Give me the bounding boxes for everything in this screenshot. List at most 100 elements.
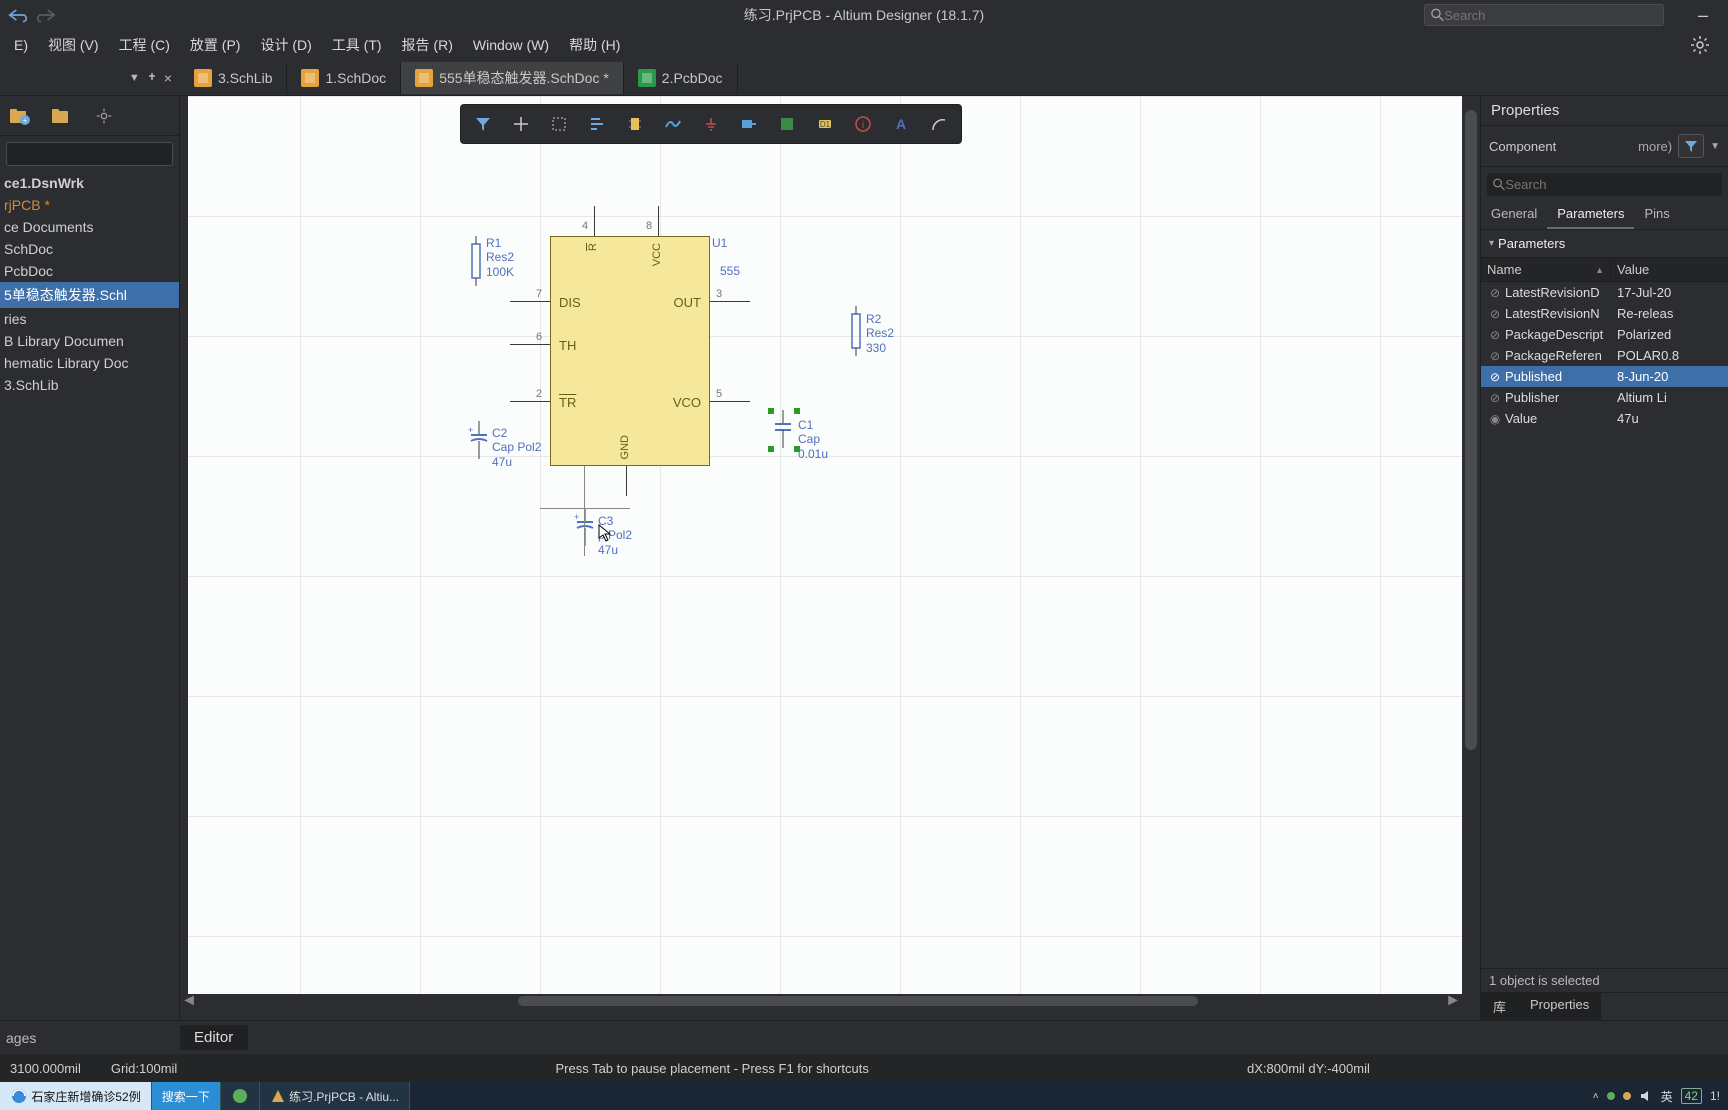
redo-icon[interactable]	[36, 7, 56, 23]
parameter-row[interactable]: ⊘PublisherAltium Li	[1481, 387, 1728, 408]
tree-node[interactable]: 5单稳态触发器.Schl	[0, 282, 179, 308]
global-search[interactable]	[1424, 4, 1664, 26]
tab-properties[interactable]: Properties	[1518, 993, 1601, 1020]
visibility-icon[interactable]: ⊘	[1485, 349, 1505, 363]
selection-handle[interactable]	[768, 408, 774, 414]
tree-node[interactable]: PcbDoc	[0, 260, 179, 282]
menu-tools[interactable]: 工具 (T)	[322, 31, 392, 59]
taskbar-browser[interactable]	[221, 1082, 260, 1110]
visibility-icon[interactable]: ⊘	[1485, 370, 1505, 384]
taskbar-altium[interactable]: 练习.PrjPCB - Altiu...	[260, 1082, 410, 1110]
panel-pin-icon[interactable]	[146, 72, 158, 84]
menu-project[interactable]: 工程 (C)	[109, 31, 180, 59]
wire-icon[interactable]	[655, 109, 691, 139]
arc-icon[interactable]	[921, 109, 957, 139]
tree-node[interactable]: hematic Library Doc	[0, 352, 179, 374]
component-u1[interactable]: DIS TH TR OUT VCO R VCC GND	[550, 236, 710, 466]
properties-search-input[interactable]	[1505, 177, 1716, 192]
messages-tab[interactable]: ages	[0, 1030, 180, 1046]
move-icon[interactable]	[503, 109, 539, 139]
netlabel-icon[interactable]	[731, 109, 767, 139]
visibility-icon[interactable]: ⊘	[1485, 391, 1505, 405]
open-project-icon[interactable]	[50, 104, 74, 128]
tree-node[interactable]: 3.SchLib	[0, 374, 179, 396]
tab-pins[interactable]: Pins	[1634, 200, 1679, 229]
project-settings-icon[interactable]	[92, 104, 116, 128]
text-icon[interactable]: A	[883, 109, 919, 139]
vertical-scrollbar[interactable]	[1462, 96, 1480, 994]
panel-dropdown-icon[interactable]: ▼	[129, 72, 140, 84]
menu-report[interactable]: 报告 (R)	[392, 31, 463, 59]
tray-volume-icon[interactable]	[1639, 1089, 1653, 1103]
minimize-button[interactable]: –	[1698, 5, 1708, 26]
parameters-section[interactable]: Parameters	[1481, 230, 1728, 257]
panel-close-icon[interactable]: ×	[164, 70, 172, 86]
menu-place[interactable]: 放置 (P)	[180, 31, 251, 59]
settings-icon[interactable]	[1690, 35, 1710, 55]
menu-design[interactable]: 设计 (D)	[250, 31, 321, 59]
component-c3-placing[interactable]: +	[572, 508, 598, 548]
tray-ime[interactable]: 英	[1661, 1088, 1673, 1105]
parameter-row[interactable]: ⊘PackageReferenPOLAR0.8	[1481, 345, 1728, 366]
menu-window[interactable]: Window (W)	[463, 33, 559, 57]
selection-handle[interactable]	[794, 408, 800, 414]
parameter-row[interactable]: ⊘LatestRevisionNRe-releas	[1481, 303, 1728, 324]
visibility-icon[interactable]: ⊘	[1485, 307, 1505, 321]
visibility-icon[interactable]: ◉	[1485, 412, 1505, 426]
col-value[interactable]: Value	[1611, 258, 1728, 281]
filter-toggle-icon[interactable]	[1678, 134, 1704, 158]
tab-library[interactable]: 库	[1481, 993, 1518, 1020]
global-search-input[interactable]	[1444, 8, 1657, 23]
doc-tab[interactable]: 555单稳态触发器.SchDoc *	[401, 62, 624, 94]
sheet-icon[interactable]	[769, 109, 805, 139]
component-r1[interactable]	[466, 236, 486, 286]
parameter-row[interactable]: ◉Value47u	[1481, 408, 1728, 429]
parameter-row[interactable]: ⊘PackageDescriptPolarized	[1481, 324, 1728, 345]
selection-handle[interactable]	[768, 446, 774, 452]
tree-node[interactable]: ce Documents	[0, 216, 179, 238]
component-c2[interactable]: +	[466, 421, 492, 461]
tab-parameters[interactable]: Parameters	[1547, 200, 1634, 229]
new-project-icon[interactable]: +	[8, 104, 32, 128]
select-icon[interactable]	[541, 109, 577, 139]
taskbar-ie[interactable]: 石家庄新增确诊52例	[0, 1082, 152, 1110]
editor-tab[interactable]: Editor	[180, 1025, 248, 1050]
parameter-row[interactable]: ⊘Published8-Jun-20	[1481, 366, 1728, 387]
parameter-row[interactable]: ⊘LatestRevisionD17-Jul-20	[1481, 282, 1728, 303]
tree-node[interactable]: ries	[0, 308, 179, 330]
menu-view[interactable]: 视图 (V)	[38, 31, 109, 59]
visibility-icon[interactable]: ⊘	[1485, 286, 1505, 300]
doc-tab[interactable]: 3.SchLib	[180, 62, 287, 94]
tray-notify-icon[interactable]	[1623, 1092, 1631, 1100]
component-c1[interactable]	[770, 410, 796, 450]
sort-icon[interactable]: ▲	[1595, 265, 1604, 275]
filter-icon[interactable]	[465, 109, 501, 139]
tray-status-icon[interactable]	[1607, 1092, 1615, 1100]
taskbar-search[interactable]: 搜索一下	[152, 1082, 221, 1110]
component-icon[interactable]	[617, 109, 653, 139]
directive-icon[interactable]: D1	[807, 109, 843, 139]
properties-search[interactable]	[1487, 173, 1722, 196]
tray-up-icon[interactable]: ˄	[1593, 1091, 1599, 1102]
horizontal-scrollbar[interactable]: ◄►	[180, 994, 1462, 1008]
doc-tab[interactable]: 1.SchDoc	[287, 62, 401, 94]
info-icon[interactable]: i	[845, 109, 881, 139]
undo-icon[interactable]	[8, 7, 28, 23]
doc-tab[interactable]: 2.PcbDoc	[624, 62, 738, 94]
filter-dropdown-icon[interactable]: ▼	[1710, 141, 1720, 152]
visibility-icon[interactable]: ⊘	[1485, 328, 1505, 342]
tray-battery[interactable]: 42	[1681, 1088, 1702, 1104]
tab-general[interactable]: General	[1481, 200, 1547, 229]
gnd-icon[interactable]	[693, 109, 729, 139]
menu-help[interactable]: 帮助 (H)	[559, 31, 630, 59]
project-filter-input[interactable]	[6, 142, 173, 166]
tree-node[interactable]: B Library Documen	[0, 330, 179, 352]
tree-node[interactable]: SchDoc	[0, 238, 179, 260]
tree-node[interactable]: rjPCB *	[0, 194, 179, 216]
tree-node[interactable]: ce1.DsnWrk	[0, 172, 179, 194]
schematic-canvas[interactable]: D1 i A DIS TH TR OUT VCO R VCC GND 7 6 2…	[180, 96, 1462, 994]
align-icon[interactable]	[579, 109, 615, 139]
menu-edit[interactable]: E)	[4, 33, 38, 57]
component-r2[interactable]	[846, 306, 866, 356]
tray-time[interactable]: 1!	[1710, 1089, 1720, 1103]
